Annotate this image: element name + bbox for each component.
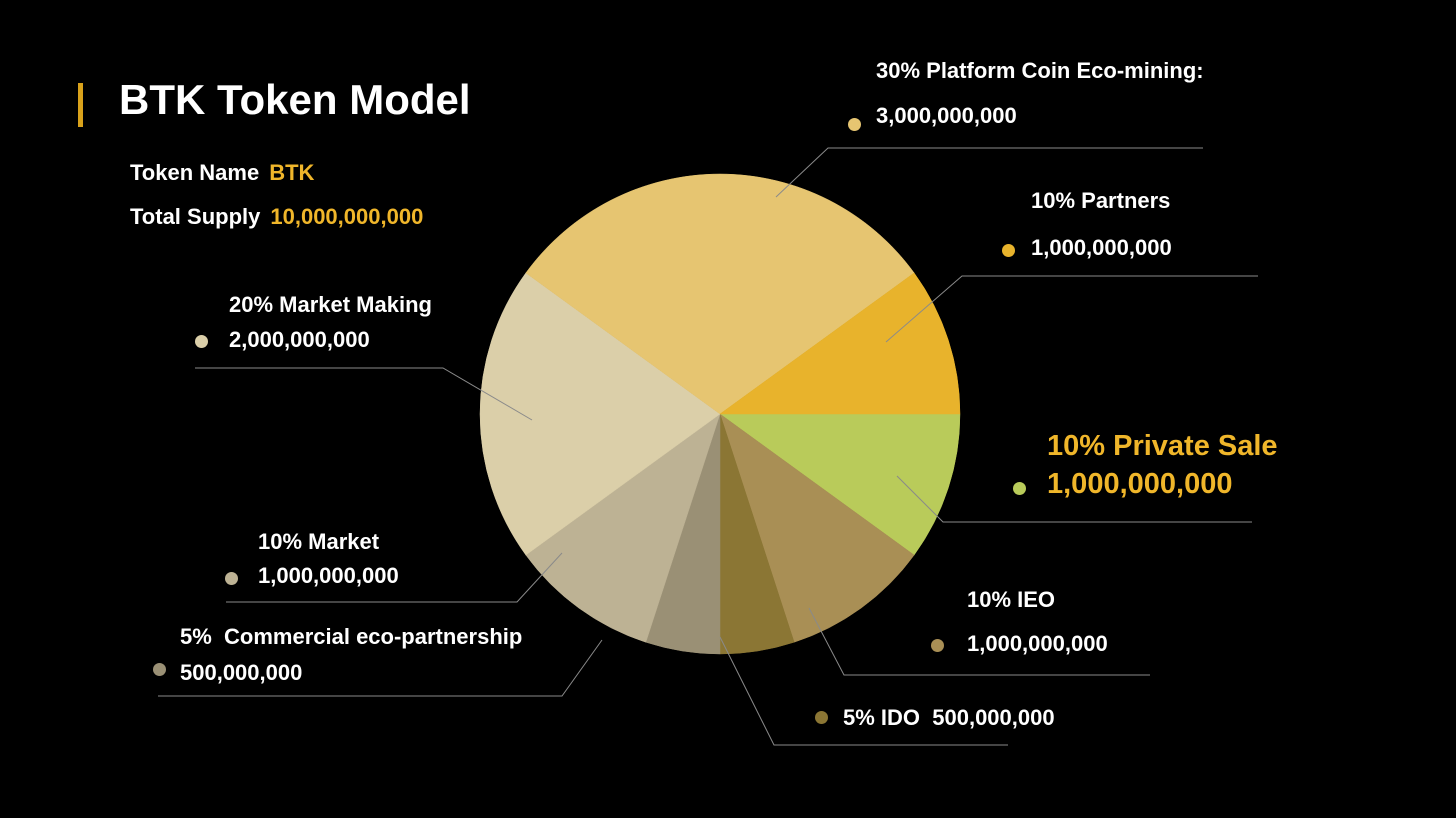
label-market-amount: 1,000,000,000 — [258, 563, 399, 588]
leader-line-commercial — [158, 639, 603, 697]
leader-line-ido — [719, 636, 1008, 746]
leader-line-market — [226, 552, 563, 603]
label-platform-amount: 3,000,000,000 — [876, 103, 1017, 128]
legend-dot-platform — [848, 118, 861, 131]
leader-line-partners — [885, 275, 1258, 343]
pie-slice-market — [525, 413, 721, 643]
leader-line-platform — [775, 147, 1203, 198]
pie-slice-platform-coin-eco-mining — [525, 173, 915, 415]
total-supply-row: Total Supply 10,000,000,000 — [130, 204, 423, 230]
label-commercial-amount: 500,000,000 — [180, 660, 303, 685]
label-commercial-title: 5% Commercial eco-partnership — [180, 624, 523, 649]
legend-dot-market — [225, 572, 238, 585]
label-ido: 5% IDO 500,000,000 — [843, 705, 1055, 730]
leader-line-ieo — [808, 607, 1150, 676]
label-market-title: 10% Market — [258, 529, 380, 554]
legend-dot-market-making — [195, 335, 208, 348]
total-supply-label: Total Supply — [130, 204, 261, 229]
title-accent-bar — [78, 83, 83, 127]
pie-slice-ieo — [719, 413, 915, 643]
pie-slice-private-sale — [719, 413, 961, 556]
total-supply-value: 10,000,000,000 — [270, 204, 424, 229]
legend-dot-ieo — [931, 639, 944, 652]
leader-lines — [158, 147, 1258, 746]
pie-slice-market-making — [479, 272, 721, 556]
leader-line-market-making — [195, 367, 533, 421]
label-partners-amount: 1,000,000,000 — [1031, 235, 1172, 260]
leader-line-private-sale — [896, 475, 1252, 523]
page-title: BTK Token Model — [119, 76, 471, 123]
label-private-sale-title: 10% Private Sale — [1047, 430, 1278, 462]
legend-dot-partners — [1002, 244, 1015, 257]
legend-dot-private-sale — [1013, 482, 1026, 495]
legend-dot-commercial — [153, 663, 166, 676]
label-ieo-amount: 1,000,000,000 — [967, 631, 1108, 656]
pie-slices — [479, 173, 961, 655]
label-private-sale-amount: 1,000,000,000 — [1047, 468, 1233, 500]
token-name-value: BTK — [269, 160, 315, 185]
token-name-label: Token Name — [130, 160, 260, 185]
label-platform-title: 30% Platform Coin Eco-mining: — [876, 58, 1204, 83]
label-partners-title: 10% Partners — [1031, 188, 1171, 213]
label-market-making-title: 20% Market Making — [229, 292, 432, 317]
legend-dot-ido — [815, 711, 828, 724]
token-name-row: Token Name BTK — [130, 160, 314, 186]
label-ieo-title: 10% IEO — [967, 587, 1056, 612]
label-market-making-amount: 2,000,000,000 — [229, 327, 370, 352]
pie-slice-partners — [719, 272, 961, 415]
